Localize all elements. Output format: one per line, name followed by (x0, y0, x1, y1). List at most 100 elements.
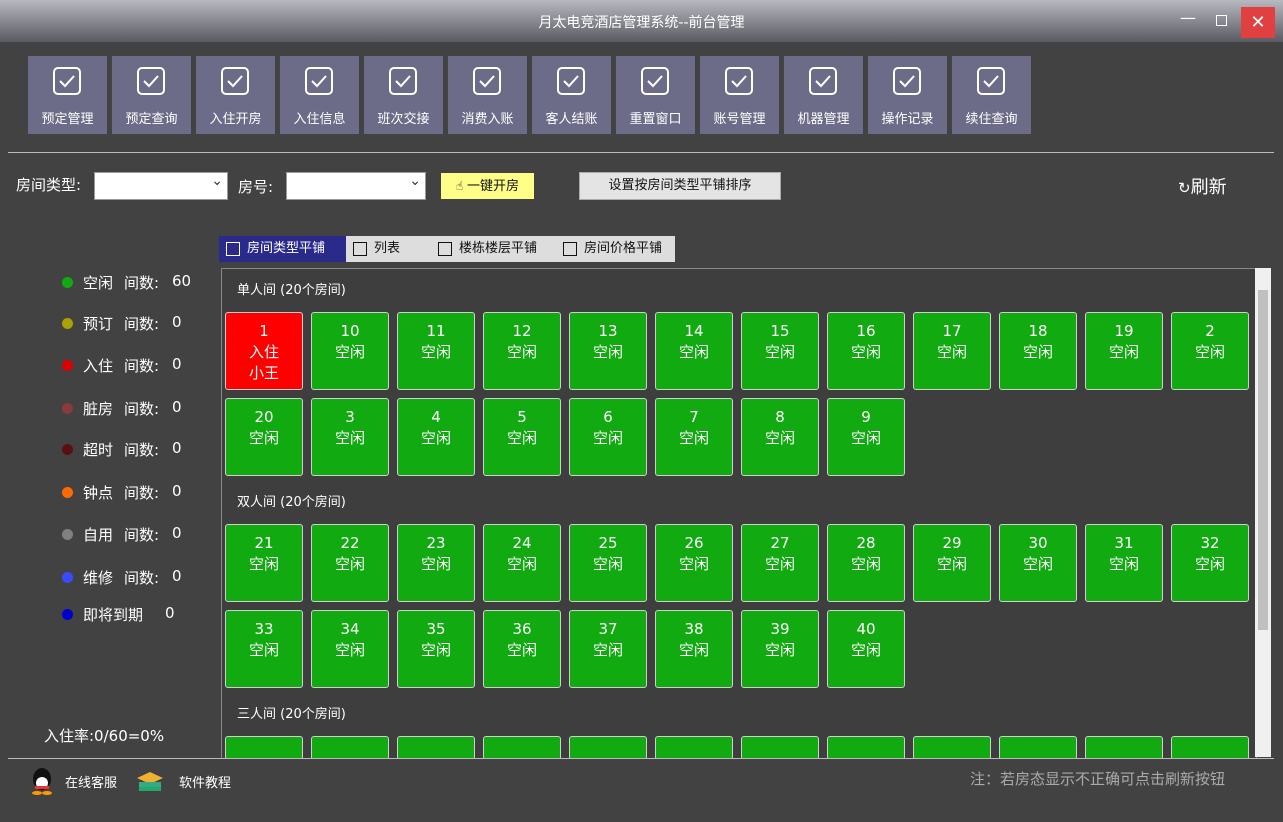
room-tile[interactable]: 18 空闲 (999, 312, 1077, 390)
sort-button[interactable]: 设置按房间类型平铺排序 (579, 172, 781, 200)
room-tile[interactable]: 1 入住 小王 (225, 312, 303, 390)
room-tile[interactable]: 23 空闲 (397, 524, 475, 602)
room-tile[interactable]: 2 空闲 (1171, 312, 1249, 390)
room-tile[interactable]: 6 空闲 (569, 398, 647, 476)
toolbar-button[interactable]: 重置窗口 (616, 56, 695, 134)
close-button[interactable]: ✕ (1241, 7, 1275, 38)
room-type-label: 房间类型: (16, 176, 82, 194)
view-tab[interactable]: 列表 (346, 236, 431, 262)
room-tile[interactable]: 37 空闲 (569, 610, 647, 688)
room-tile-partial[interactable] (569, 736, 647, 758)
room-tile[interactable]: 34 空闲 (311, 610, 389, 688)
toolbar-button[interactable]: 入住开房 (196, 56, 275, 134)
room-tile[interactable]: 9 空闲 (827, 398, 905, 476)
room-tile[interactable]: 14 空闲 (655, 312, 733, 390)
room-tile[interactable]: 27 空闲 (741, 524, 819, 602)
room-tile-partial[interactable] (827, 736, 905, 758)
room-status: 空闲 (678, 555, 709, 573)
refresh-button[interactable]: ↻刷新 (1178, 177, 1227, 198)
toolbar-icon (137, 67, 165, 95)
room-tile-partial[interactable] (741, 736, 819, 758)
room-tile-partial[interactable] (397, 736, 475, 758)
room-tile[interactable]: 13 空闲 (569, 312, 647, 390)
room-tile[interactable]: 25 空闲 (569, 524, 647, 602)
room-tile[interactable]: 36 空闲 (483, 610, 561, 688)
room-tile[interactable]: 33 空闲 (225, 610, 303, 688)
room-tile-partial[interactable] (1171, 736, 1249, 758)
maximize-button[interactable] (1216, 15, 1227, 26)
room-number: 14 (684, 322, 704, 340)
room-tile[interactable]: 5 空闲 (483, 398, 561, 476)
room-tile[interactable]: 38 空闲 (655, 610, 733, 688)
status-count: 0 (172, 355, 182, 373)
room-tile[interactable]: 19 空闲 (1085, 312, 1163, 390)
minimize-button[interactable]: — (1180, 8, 1196, 27)
room-tile[interactable]: 24 空闲 (483, 524, 561, 602)
room-tile[interactable]: 20 空闲 (225, 398, 303, 476)
view-tab[interactable]: 楼栋楼层平铺 (431, 236, 556, 262)
room-tile[interactable]: 28 空闲 (827, 524, 905, 602)
room-tile[interactable]: 4 空闲 (397, 398, 475, 476)
room-tile[interactable]: 39 空闲 (741, 610, 819, 688)
room-tile[interactable]: 17 空闲 (913, 312, 991, 390)
room-status: 空闲 (1022, 343, 1053, 361)
scrollbar[interactable] (1255, 268, 1271, 757)
toolbar-button[interactable]: 续住查询 (952, 56, 1031, 134)
toolbar-label: 消费入账 (461, 112, 514, 127)
room-status: 空闲 (592, 429, 623, 447)
room-tile-partial[interactable] (655, 736, 733, 758)
toolbar-button[interactable]: 预定管理 (28, 56, 107, 134)
toolbar-button[interactable]: 入住信息 (280, 56, 359, 134)
room-tile[interactable]: 8 空闲 (741, 398, 819, 476)
room-tile-partial[interactable] (483, 736, 561, 758)
room-status: 空闲 (334, 429, 365, 447)
online-service-link[interactable]: 在线客服 (65, 776, 118, 791)
room-tile[interactable]: 10 空闲 (311, 312, 389, 390)
quick-open-button[interactable]: ☝ 一键开房 (441, 173, 534, 199)
room-tile-partial[interactable] (1085, 736, 1163, 758)
toolbar-button[interactable]: 班次交接 (364, 56, 443, 134)
room-tile[interactable]: 21 空闲 (225, 524, 303, 602)
view-tab[interactable]: 房间类型平铺 (219, 236, 346, 262)
room-type-select[interactable] (94, 172, 228, 200)
room-status: 空闲 (420, 343, 451, 361)
room-tile[interactable]: 3 空闲 (311, 398, 389, 476)
room-number: 9 (861, 408, 871, 426)
tutorial-icon[interactable] (135, 770, 165, 794)
room-tile-partial[interactable] (999, 736, 1077, 758)
toolbar-button[interactable]: 预定查询 (112, 56, 191, 134)
toolbar-button[interactable]: 账号管理 (700, 56, 779, 134)
room-tile[interactable]: 16 空闲 (827, 312, 905, 390)
room-tile-partial[interactable] (913, 736, 991, 758)
toolbar-button[interactable]: 消费入账 (448, 56, 527, 134)
room-tile[interactable]: 15 空闲 (741, 312, 819, 390)
room-tile[interactable]: 35 空闲 (397, 610, 475, 688)
room-tile[interactable]: 22 空闲 (311, 524, 389, 602)
view-tab[interactable]: 房间价格平铺 (556, 236, 675, 262)
room-tile[interactable]: 31 空闲 (1085, 524, 1163, 602)
room-tile[interactable]: 40 空闲 (827, 610, 905, 688)
room-tile[interactable]: 11 空闲 (397, 312, 475, 390)
scroll-thumb[interactable] (1258, 290, 1268, 630)
toolbar-button[interactable]: 操作记录 (868, 56, 947, 134)
room-number: 22 (340, 534, 360, 552)
tab-label: 房间类型平铺 (247, 241, 326, 256)
room-number: 37 (598, 620, 618, 638)
room-tile[interactable]: 26 空闲 (655, 524, 733, 602)
room-tile-partial[interactable] (311, 736, 389, 758)
toolbar-button[interactable]: 机器管理 (784, 56, 863, 134)
room-tile[interactable]: 30 空闲 (999, 524, 1077, 602)
toolbar-button[interactable]: 客人结账 (532, 56, 611, 134)
room-tile[interactable]: 29 空闲 (913, 524, 991, 602)
room-tile[interactable]: 32 空闲 (1171, 524, 1249, 602)
room-tile[interactable]: 7 空闲 (655, 398, 733, 476)
room-number: 10 (340, 322, 360, 340)
room-tile[interactable]: 12 空闲 (483, 312, 561, 390)
qq-icon[interactable] (28, 766, 56, 796)
room-number: 25 (598, 534, 618, 552)
room-tile-partial[interactable] (225, 736, 303, 758)
tutorial-link[interactable]: 软件教程 (179, 776, 232, 791)
room-no-select[interactable] (286, 172, 426, 200)
room-status: 入住 (248, 343, 279, 361)
